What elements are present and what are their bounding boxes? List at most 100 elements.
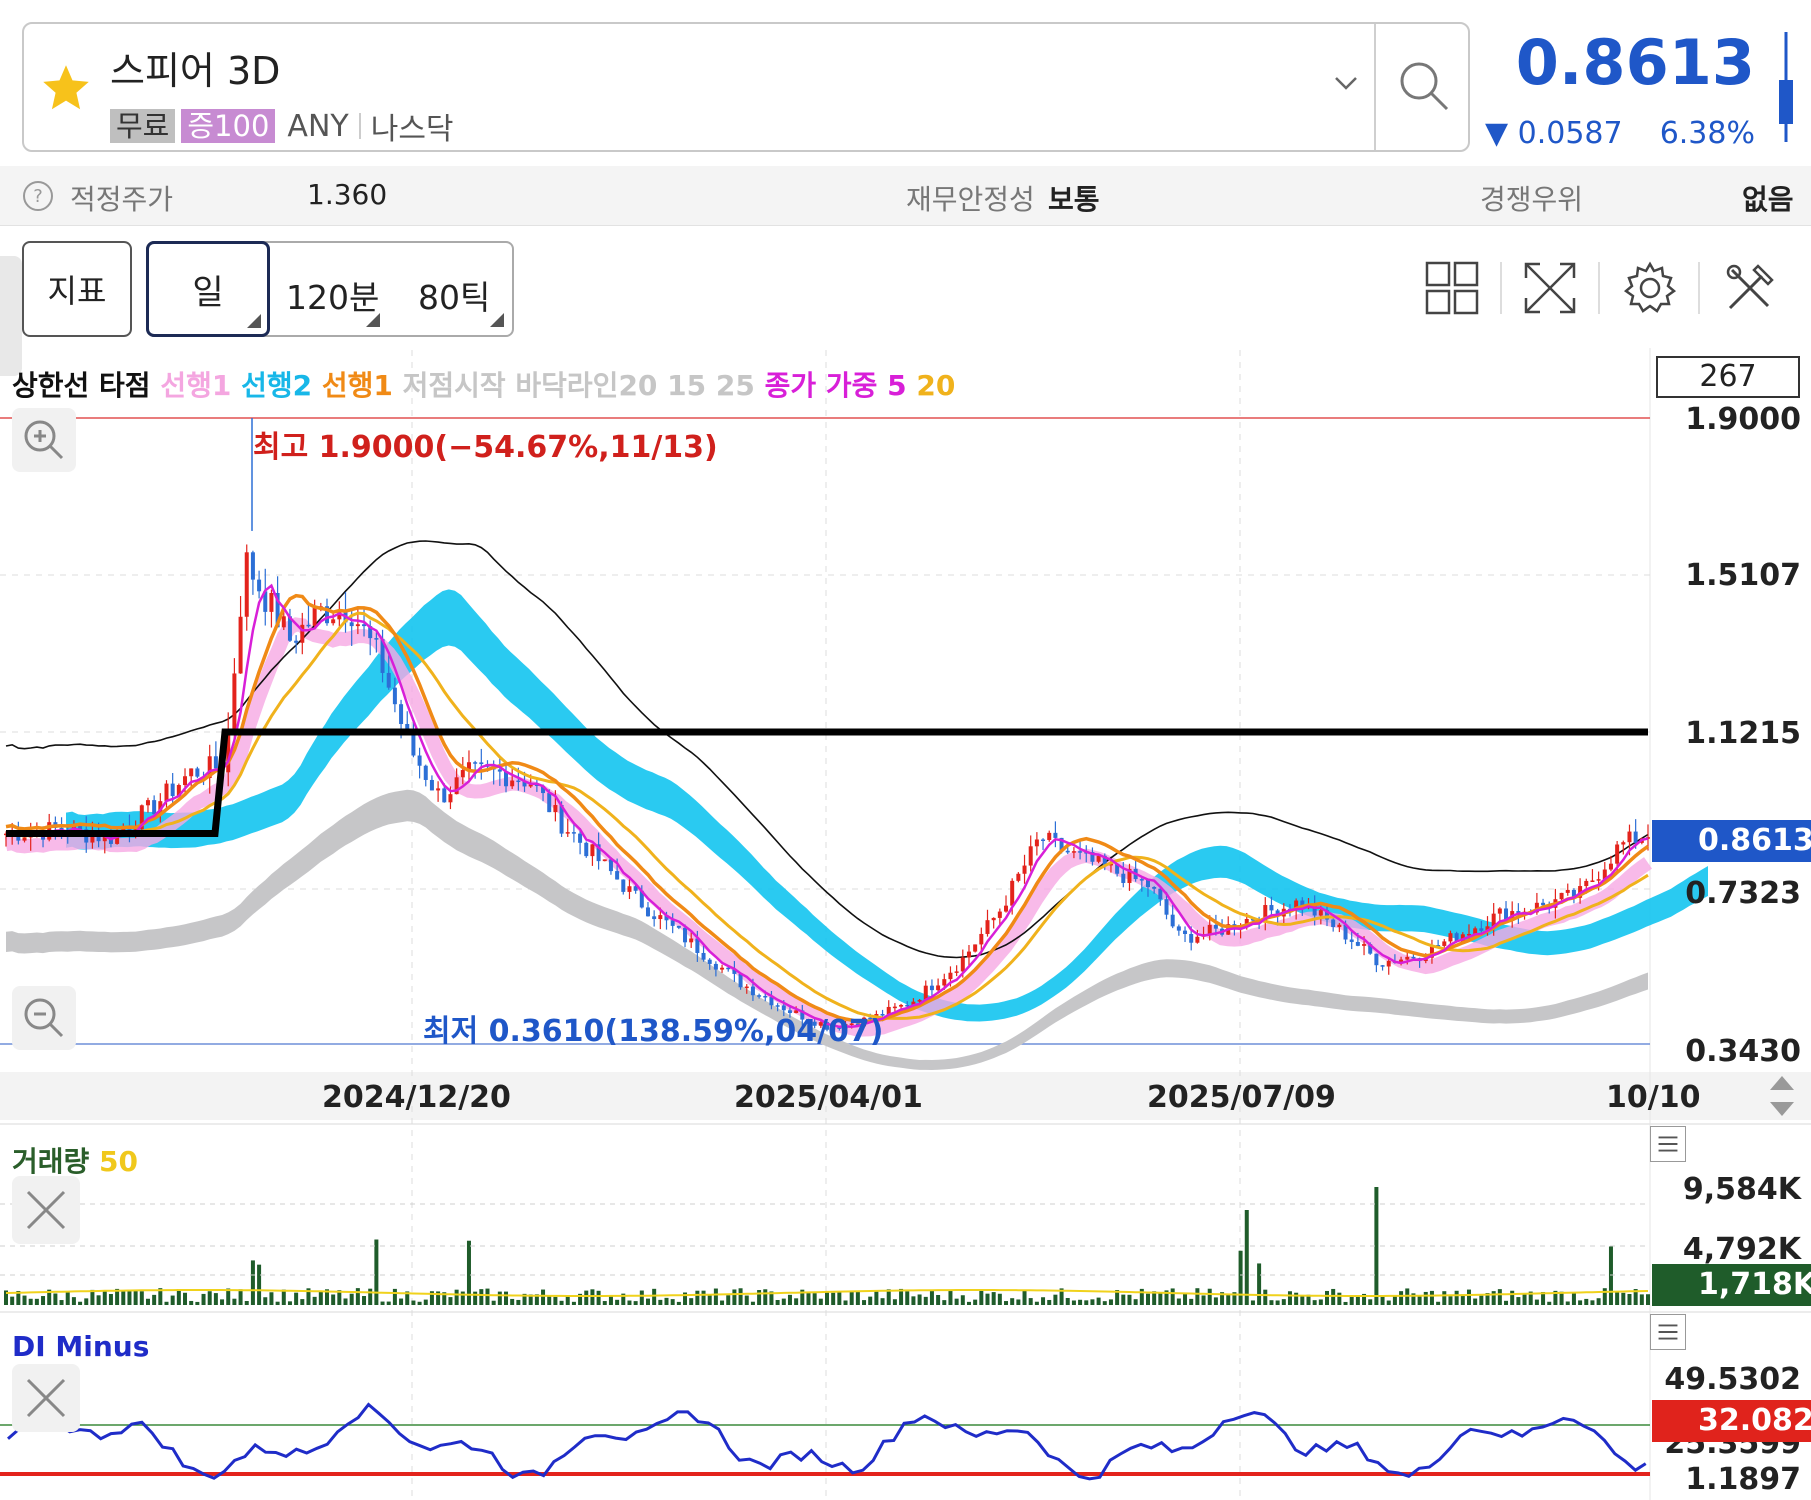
period-day-button[interactable]: 일 — [146, 241, 270, 337]
volume-bar — [1176, 1298, 1181, 1305]
candle-body — [510, 780, 515, 787]
volume-bar — [71, 1297, 76, 1305]
volume-bar — [448, 1297, 453, 1305]
volume-bar — [1362, 1293, 1367, 1305]
zoom-out-icon[interactable] — [12, 986, 76, 1050]
candle-body — [695, 938, 700, 953]
candle-body — [460, 770, 465, 778]
candle-body — [1633, 831, 1638, 843]
candle-body — [362, 624, 367, 627]
legend-item[interactable]: 선행1 — [321, 369, 393, 402]
candle-body — [676, 925, 681, 928]
volume-bar — [1127, 1294, 1132, 1305]
volume-bar — [201, 1293, 206, 1305]
candle-body — [189, 768, 194, 777]
volume-bar — [615, 1299, 620, 1305]
zoom-in-icon[interactable] — [12, 408, 76, 472]
candle-body — [763, 995, 768, 998]
close-di-icon[interactable] — [12, 1364, 80, 1432]
candle-body — [1047, 832, 1052, 840]
legend-item[interactable]: 종가 가중 5 — [764, 369, 907, 402]
indicator-button[interactable]: 지표 — [22, 241, 132, 337]
candle-body — [627, 886, 632, 892]
tools-icon[interactable] — [1722, 260, 1778, 316]
legend-item[interactable]: 상한선 타점 — [12, 369, 151, 402]
volume-bar — [1096, 1297, 1101, 1305]
candle-body — [78, 825, 83, 830]
scroll-updown-icon[interactable] — [1762, 1072, 1802, 1120]
legend-item[interactable]: 선행2 — [241, 369, 313, 402]
competition-value: 없음 — [1742, 183, 1794, 216]
candle-body — [966, 951, 971, 958]
volume-bar — [1010, 1298, 1015, 1305]
side-drawer-handle[interactable] — [0, 256, 22, 376]
volume-bar — [1195, 1288, 1200, 1305]
volume-menu-icon[interactable] — [1650, 1126, 1686, 1162]
volume-bar — [1108, 1299, 1113, 1305]
volume-bar — [658, 1299, 663, 1305]
candle-body — [1108, 863, 1113, 866]
candle-body — [732, 968, 737, 974]
volume-bar — [1479, 1295, 1484, 1305]
candle-body — [1158, 888, 1163, 900]
search-icon[interactable] — [1393, 55, 1455, 117]
legend-item[interactable]: 저점시작 바닥라인20 15 25 — [402, 369, 755, 402]
candle-body — [275, 593, 280, 628]
period-120m-button[interactable]: 120분 — [286, 278, 380, 317]
legend-item[interactable]: 선행1 — [160, 369, 232, 402]
volume-bar — [559, 1300, 564, 1305]
candle-body — [324, 606, 329, 624]
volume-bar — [1596, 1298, 1601, 1305]
candle-body — [207, 756, 212, 779]
candle-body — [331, 619, 336, 624]
volume-bar — [1287, 1291, 1292, 1305]
volume-bar — [1034, 1301, 1039, 1305]
price-chart-area[interactable] — [0, 348, 1811, 1500]
candle-body — [775, 1005, 780, 1007]
candle-body — [386, 672, 391, 688]
legend-item[interactable]: 20 — [916, 369, 956, 402]
volume-bar — [1602, 1288, 1607, 1305]
candle-body — [1300, 900, 1305, 909]
candle-body — [1541, 902, 1546, 906]
volume-bar — [392, 1288, 397, 1305]
di-menu-icon[interactable] — [1650, 1314, 1686, 1350]
volume-bar — [436, 1291, 441, 1305]
volume-bar — [886, 1289, 891, 1305]
stock-tags: 무료 증100 ANY 나스닥 — [110, 104, 454, 148]
volume-bar — [1220, 1292, 1225, 1305]
gear-icon[interactable] — [1622, 260, 1678, 316]
volume-bar — [1473, 1298, 1478, 1305]
volume-bar — [96, 1295, 101, 1305]
volume-bar — [300, 1299, 305, 1305]
help-icon[interactable]: ? — [22, 180, 54, 212]
volume-bar — [368, 1288, 373, 1305]
candle-body — [1479, 928, 1484, 931]
volume-bar — [997, 1293, 1002, 1305]
candle-body — [800, 1010, 805, 1020]
candle-body — [633, 886, 638, 891]
bar-count-box[interactable]: 267 — [1656, 356, 1800, 398]
grid-layout-icon[interactable] — [1424, 260, 1480, 316]
candle-body — [1121, 873, 1126, 883]
candle-body — [473, 762, 478, 764]
period-80t-button[interactable]: 80틱 — [418, 278, 491, 317]
volume-current-tag: 1,718K — [1652, 1264, 1811, 1306]
candle-body — [1596, 879, 1601, 881]
candle-body — [170, 783, 175, 797]
candle-body — [831, 1027, 836, 1030]
volume-bar — [102, 1290, 107, 1305]
close-volume-icon[interactable] — [12, 1176, 80, 1244]
volume-bar — [1608, 1246, 1613, 1305]
volume-axis-tick: 9,584K — [1682, 1172, 1801, 1207]
volume-bar — [380, 1301, 385, 1305]
candle-body — [436, 788, 441, 791]
chevron-down-icon[interactable] — [1332, 72, 1360, 94]
star-favorite-icon[interactable] — [40, 62, 92, 114]
candle-body — [195, 768, 200, 777]
volume-bar — [337, 1290, 342, 1305]
fullscreen-icon[interactable] — [1522, 260, 1578, 316]
candle-body — [1207, 924, 1212, 935]
candle-body — [1115, 863, 1120, 874]
volume-bar — [1047, 1299, 1052, 1305]
